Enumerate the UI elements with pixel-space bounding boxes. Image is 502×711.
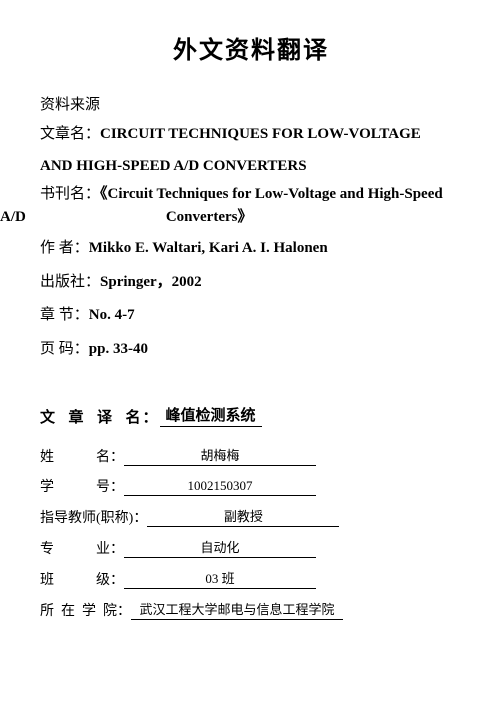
publication-row: 书刊名：《Circuit Techniques for Low-Voltage …: [40, 183, 462, 228]
info-row: 所 在 学 院：武汉工程大学邮电与信息工程学院: [40, 599, 462, 620]
publisher-label: 出版社：: [40, 274, 100, 290]
pub-title-line1: 《Circuit Techniques for Low-Voltage and …: [100, 186, 443, 202]
info-value: 胡梅梅: [124, 445, 316, 466]
info-label: 专 业：: [40, 538, 124, 558]
author-value: Mikko E. Waltari, Kari A. I. Halonen: [89, 240, 328, 256]
info-row: 班 级：03 班: [40, 568, 462, 589]
info-value: 1002150307: [124, 478, 316, 496]
pub-ad: A/D: [0, 209, 26, 225]
article-title-line1: CIRCUIT TECHNIQUES FOR LOW-VOLTAGE: [100, 126, 421, 142]
author-row: 作 者：Mikko E. Waltari, Kari A. I. Halonen: [40, 236, 462, 262]
pages-value: pp. 33-40: [89, 341, 148, 357]
pages-label: 页 码：: [40, 341, 89, 357]
info-value: 自动化: [124, 537, 316, 558]
info-label: 所 在 学 院：: [40, 600, 131, 620]
info-label: 班 级：: [40, 569, 124, 589]
info-value: 副教授: [147, 506, 339, 527]
translated-title-row: 文 章 译 名： 峰值检测系统: [40, 404, 462, 427]
article-label: 文章名：: [40, 126, 100, 142]
translated-label: 文 章 译 名：: [40, 406, 160, 427]
author-label: 作 者：: [40, 240, 89, 256]
chapter-row: 章 节：No. 4-7: [40, 303, 462, 329]
info-row: 指导教师(职称)：副教授: [40, 506, 462, 527]
info-row: 专 业：自动化: [40, 537, 462, 558]
publisher-row: 出版社：Springer，2002: [40, 270, 462, 296]
pub-converters: Converters》: [166, 206, 253, 229]
info-row: 姓 名：胡梅梅: [40, 445, 462, 466]
info-label: 姓 名：: [40, 446, 124, 466]
translated-value: 峰值检测系统: [160, 404, 262, 427]
chapter-label: 章 节：: [40, 307, 89, 323]
info-value: 03 班: [124, 568, 316, 589]
info-value: 武汉工程大学邮电与信息工程学院: [131, 599, 343, 620]
source-label: 资料来源: [40, 93, 462, 114]
pages-row: 页 码：pp. 33-40: [40, 337, 462, 363]
chapter-value: No. 4-7: [89, 307, 135, 323]
info-label: 指导教师(职称)：: [40, 507, 147, 527]
publisher-value: Springer，2002: [100, 274, 202, 290]
main-title: 外文资料翻译: [40, 30, 462, 65]
pub-label: 书刊名：: [40, 186, 100, 202]
info-section: 文 章 译 名： 峰值检测系统 姓 名：胡梅梅学 号：1002150307指导教…: [40, 404, 462, 620]
info-row: 学 号：1002150307: [40, 476, 462, 496]
info-label: 学 号：: [40, 476, 124, 496]
article-name-row: 文章名：CIRCUIT TECHNIQUES FOR LOW-VOLTAGE: [40, 122, 462, 146]
article-title-line2: AND HIGH-SPEED A/D CONVERTERS: [40, 158, 462, 175]
